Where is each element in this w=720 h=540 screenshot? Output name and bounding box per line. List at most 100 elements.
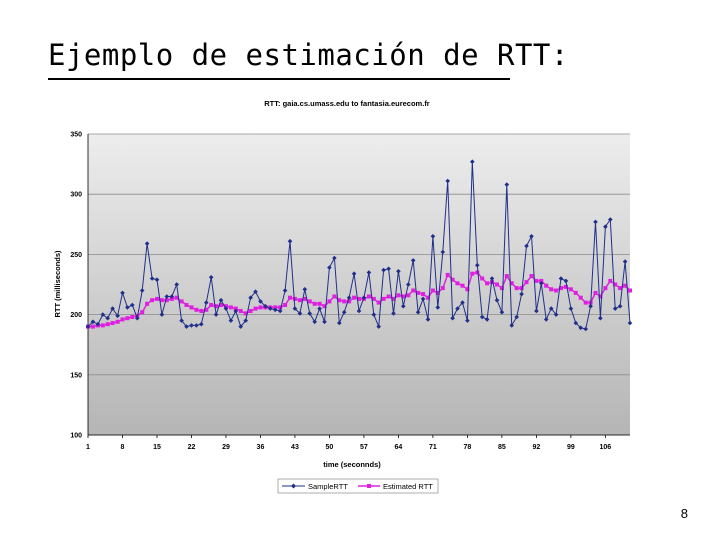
estimated-rtt-point — [598, 294, 603, 299]
sample-rtt-point — [514, 314, 519, 320]
estimated-rtt-point — [357, 296, 361, 301]
estimated-rtt-point — [445, 272, 450, 277]
sample-rtt-point — [130, 302, 135, 308]
estimated-rtt-point — [105, 322, 110, 327]
sample-rtt-point — [415, 309, 421, 315]
estimated-rtt-point — [288, 295, 292, 300]
estimated-rtt-point — [342, 299, 347, 304]
estimated-rtt-point — [209, 303, 214, 307]
estimated-rtt-point — [416, 290, 421, 295]
sample-rtt-point — [85, 324, 91, 329]
sample-rtt-point — [139, 288, 145, 293]
estimated-rtt-point — [578, 295, 583, 300]
estimated-rtt-point — [440, 286, 445, 291]
sample-rtt-point — [617, 303, 623, 309]
estimated-rtt-point — [450, 277, 455, 282]
sample-rtt-point — [292, 306, 298, 311]
slide-title: Ejemplo de estimación de RTT: — [48, 38, 569, 72]
x-tick-label-36: 36 — [257, 444, 265, 451]
estimated-rtt-point — [573, 290, 578, 295]
sample-rtt-point — [381, 267, 386, 273]
sample-rtt-point — [573, 320, 579, 326]
estimated-rtt-point — [583, 300, 588, 305]
estimated-rtt-point — [554, 288, 559, 293]
legend: SampleRTT Estimated RTT — [277, 478, 439, 494]
sample-rtt-point — [608, 217, 613, 222]
sample-rtt-point — [612, 306, 618, 311]
estimated-rtt-point — [155, 296, 159, 301]
estimated-rtt-point — [302, 296, 307, 301]
estimated-rtt-point — [485, 281, 490, 286]
sample-rtt-point — [543, 317, 549, 322]
sample-rtt-point — [366, 270, 372, 275]
estimated-rtt-point — [470, 271, 475, 276]
sample-rtt-point — [583, 326, 588, 332]
estimated-rtt-point — [623, 283, 628, 288]
sample-rtt-point — [430, 234, 436, 239]
y-tick-label-250: 250 — [70, 252, 82, 259]
sample-rtt-point — [440, 249, 446, 255]
sample-rtt-point — [406, 282, 411, 287]
estimated-rtt-point — [613, 282, 618, 287]
sample-rtt-point — [401, 303, 406, 309]
estimated-rtt-point — [115, 319, 120, 324]
sample-rtt-point — [272, 307, 278, 313]
estimated-rtt-point — [603, 286, 608, 291]
sample-rtt-point — [332, 255, 337, 261]
estimated-rtt-point — [371, 296, 376, 301]
estimated-rtt-point — [529, 274, 534, 279]
sample-rtt-point — [475, 262, 480, 268]
x-tick-label-78: 78 — [464, 444, 472, 451]
sample-rtt-point — [110, 306, 115, 311]
sample-rtt-point — [184, 324, 189, 329]
sample-rtt-point — [277, 308, 283, 314]
sample-rtt-point — [484, 317, 490, 322]
sample-rtt-point — [154, 277, 160, 282]
y-tick-label-300: 300 — [70, 192, 82, 199]
estimated-rtt-point — [199, 309, 204, 313]
estimated-rtt-point — [534, 278, 539, 283]
estimated-rtt-point — [504, 274, 509, 279]
estimated-rtt-point — [386, 294, 391, 299]
x-tick-label-8: 8 — [121, 444, 125, 451]
estimated-rtt-point — [628, 288, 632, 293]
estimated-rtt-point — [465, 287, 470, 292]
estimated-rtt-point — [214, 304, 219, 309]
sample-rtt-point — [524, 243, 529, 249]
estimated-rtt-point — [499, 286, 504, 291]
estimated-rtt-point — [204, 307, 209, 312]
estimated-rtt-point — [519, 286, 524, 291]
estimated-rtt-point — [514, 286, 519, 291]
sample-rtt-point — [194, 323, 199, 328]
x-tick-label-29: 29 — [222, 444, 230, 451]
estimated-rtt-point — [228, 305, 233, 310]
estimated-rtt-point — [317, 301, 322, 306]
sample-rtt-point — [135, 315, 140, 321]
estimated-rtt-point — [248, 309, 253, 313]
sample-rtt-point — [258, 299, 263, 304]
estimated-rtt-point — [253, 306, 258, 311]
estimated-rtt-point — [140, 310, 145, 315]
estimated-rtt-point — [524, 280, 529, 285]
sample-rtt-point — [100, 312, 106, 317]
sample-rtt-point — [317, 306, 322, 311]
sample-rtt-point — [509, 323, 514, 328]
estimated-rtt-point — [426, 295, 430, 300]
sample-rtt-point — [465, 318, 470, 323]
x-tick-label-71: 71 — [429, 444, 437, 451]
sample-rtt-point — [425, 317, 431, 322]
estimated-rtt-point — [593, 290, 598, 295]
sample-rtt-point — [588, 303, 593, 309]
estimated-rtt-point — [391, 296, 396, 301]
sample-rtt-point — [376, 324, 381, 329]
sample-rtt-point — [460, 300, 465, 305]
estimated-rtt-point — [150, 298, 155, 303]
sample-rtt-point — [341, 309, 347, 315]
sample-rtt-point — [179, 318, 184, 323]
sample-rtt-point — [297, 311, 303, 316]
sample-rtt-point — [144, 241, 150, 246]
estimated-rtt-point — [430, 288, 435, 293]
sample-rtt-point — [115, 313, 120, 319]
sample-rtt-point — [627, 320, 633, 326]
sample-rtt-point — [499, 309, 505, 315]
